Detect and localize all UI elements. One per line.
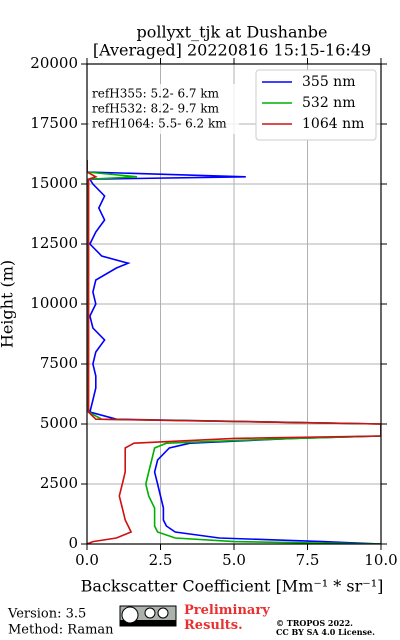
y-tick-label: 17500 (30, 114, 78, 132)
y-tick-label: 5000 (40, 414, 78, 432)
legend-label: 1064 nm (302, 116, 364, 132)
y-tick-label: 7500 (40, 354, 78, 372)
y-tick-label: 2500 (40, 474, 78, 492)
y-tick-label: 10000 (30, 294, 78, 312)
y-axis-label: Height (m) (0, 260, 17, 348)
plot-lines (87, 160, 381, 544)
legend-label: 355 nm (302, 74, 355, 90)
annotation-box (89, 84, 239, 134)
copyright: © TROPOS 2022. (276, 618, 353, 628)
y-tick-label: 0 (68, 534, 78, 552)
legend-label: 532 nm (302, 95, 355, 111)
line-series (87, 160, 381, 544)
x-tick-label: 10.0 (364, 551, 397, 569)
plot-frame (86, 63, 382, 545)
chart-title: pollyxt_tjk at Dushanbe (136, 23, 327, 42)
preliminary-note: Preliminary Results. (184, 603, 270, 633)
license: CC BY SA 4.0 License. (276, 627, 375, 637)
y-tick-label: 15000 (30, 174, 78, 192)
annotation: refH355: 5.2- 6.7 km (92, 87, 220, 101)
x-tick-label: 2.5 (149, 551, 173, 569)
chart-subtitle: [Averaged] 20220816 15:15-16:49 (93, 41, 371, 60)
annotation: refH532: 8.2- 9.7 km (92, 102, 220, 116)
x-tick-label: 5.0 (222, 551, 246, 569)
line-series (87, 160, 381, 544)
method: Method: Raman (8, 623, 114, 638)
version: Version: 3.5 (7, 607, 86, 622)
legend-box (255, 69, 377, 141)
x-axis-label: Backscatter Coefficient [Mm⁻¹ * sr⁻¹] (81, 577, 384, 596)
cc-badge (119, 605, 177, 627)
y-tick-label: 20000 (30, 54, 78, 72)
x-tick-label: 7.5 (296, 551, 320, 569)
y-tick-label: 12500 (30, 234, 78, 252)
x-tick-label: 0.0 (75, 551, 99, 569)
annotation: refH1064: 5.5- 6.2 km (92, 117, 227, 131)
